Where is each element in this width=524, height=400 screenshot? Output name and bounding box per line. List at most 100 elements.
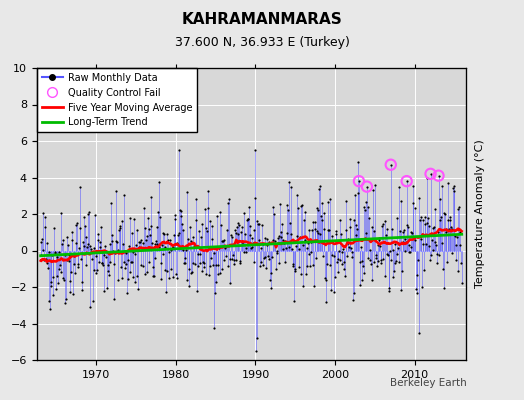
Point <box>352 222 361 228</box>
Point <box>50 250 59 257</box>
Point <box>328 232 336 239</box>
Point <box>187 270 195 276</box>
Point <box>247 245 255 252</box>
Point <box>167 247 176 253</box>
Point <box>271 241 280 247</box>
Point <box>159 230 168 236</box>
Point <box>61 299 69 306</box>
Point <box>234 220 243 226</box>
Point <box>188 234 196 240</box>
Point <box>427 251 435 258</box>
Point <box>309 262 318 268</box>
Point <box>203 228 211 234</box>
Point <box>84 241 93 247</box>
Point <box>73 220 81 227</box>
Point <box>172 275 181 282</box>
Point <box>265 239 274 246</box>
Point <box>362 199 370 205</box>
Point <box>391 240 400 247</box>
Point <box>430 206 439 212</box>
Point <box>327 286 335 293</box>
Point <box>225 196 233 202</box>
Point <box>170 216 179 222</box>
Point <box>302 271 310 278</box>
Point <box>147 194 156 200</box>
Point <box>105 258 114 265</box>
Point <box>57 210 66 216</box>
Point <box>317 213 325 220</box>
Point <box>210 250 218 256</box>
Point <box>409 200 418 207</box>
Point <box>149 273 158 279</box>
Point <box>165 274 173 281</box>
Point <box>373 242 381 248</box>
Point <box>452 242 461 248</box>
Point <box>375 237 384 244</box>
Point <box>72 240 80 246</box>
Point <box>37 239 45 246</box>
Point <box>270 211 278 217</box>
Point <box>207 255 215 261</box>
Point <box>74 261 83 268</box>
Point <box>213 212 221 219</box>
Point <box>266 276 274 283</box>
Point <box>178 221 186 228</box>
Point <box>303 245 311 252</box>
Point <box>236 260 244 267</box>
Point <box>198 220 206 227</box>
Point <box>346 216 355 222</box>
Point <box>287 184 296 190</box>
Point <box>105 272 113 278</box>
Point <box>178 247 187 254</box>
Point <box>447 250 456 256</box>
Point <box>154 209 162 216</box>
Point <box>255 221 263 227</box>
Point <box>439 266 447 272</box>
Point <box>335 247 343 254</box>
Point <box>441 211 450 218</box>
Point <box>247 235 256 241</box>
Point <box>110 261 118 267</box>
Point <box>354 190 363 196</box>
Point <box>390 260 399 266</box>
Point <box>38 210 47 217</box>
Point <box>342 227 351 234</box>
Point <box>221 245 229 251</box>
Point <box>256 263 264 269</box>
Point <box>45 298 53 304</box>
Point <box>65 258 73 264</box>
Point <box>305 263 314 269</box>
Point <box>193 288 201 294</box>
Point <box>272 266 280 272</box>
Point <box>279 236 288 243</box>
Point <box>308 226 316 233</box>
Point <box>334 256 342 262</box>
Point <box>113 238 121 245</box>
Point <box>243 216 252 222</box>
Point <box>407 244 416 250</box>
Point <box>416 216 424 223</box>
Point <box>395 184 403 190</box>
Point <box>434 172 443 179</box>
Point <box>419 217 428 223</box>
Point <box>264 252 272 259</box>
Point <box>350 217 358 223</box>
Point <box>47 279 55 285</box>
Point <box>70 252 78 259</box>
Point <box>384 252 392 258</box>
Point <box>228 256 236 262</box>
Point <box>341 272 349 279</box>
Point <box>198 268 206 274</box>
Point <box>410 234 418 240</box>
Point <box>146 232 154 238</box>
Point <box>204 205 213 211</box>
Point <box>343 252 351 259</box>
Point <box>267 285 275 291</box>
Point <box>290 298 298 304</box>
Point <box>177 208 185 214</box>
Point <box>235 222 243 228</box>
Point <box>165 249 173 255</box>
Point <box>140 205 148 212</box>
Point <box>357 243 365 250</box>
Point <box>388 225 396 232</box>
